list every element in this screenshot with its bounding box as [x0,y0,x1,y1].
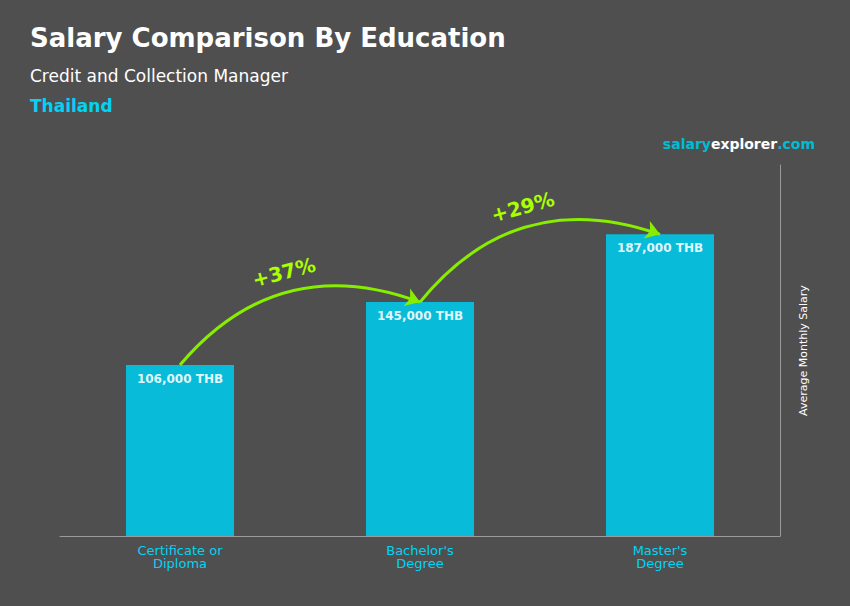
svg-text:Certificate or: Certificate or [137,543,223,558]
svg-text:187,000 THB: 187,000 THB [617,241,703,255]
svg-text:Bachelor's: Bachelor's [386,543,454,558]
svg-text:145,000 THB: 145,000 THB [377,309,463,323]
svg-text:+29%: +29% [488,187,557,228]
svg-text:Degree: Degree [636,556,683,571]
svg-text:Degree: Degree [396,556,443,571]
svg-text:Diploma: Diploma [153,556,207,571]
svg-text:Average Monthly Salary: Average Monthly Salary [797,285,810,416]
svg-text:.com: .com [777,136,815,152]
svg-text:salary: salary [663,136,711,152]
svg-text:Salary Comparison By Education: Salary Comparison By Education [30,23,506,53]
svg-text:Master's: Master's [632,543,688,558]
svg-text:+37%: +37% [250,252,319,292]
svg-text:106,000 THB: 106,000 THB [137,372,223,386]
svg-text:Thailand: Thailand [30,96,113,116]
svg-text:Credit and Collection Manager: Credit and Collection Manager [30,66,288,86]
svg-text:explorer: explorer [711,136,777,152]
